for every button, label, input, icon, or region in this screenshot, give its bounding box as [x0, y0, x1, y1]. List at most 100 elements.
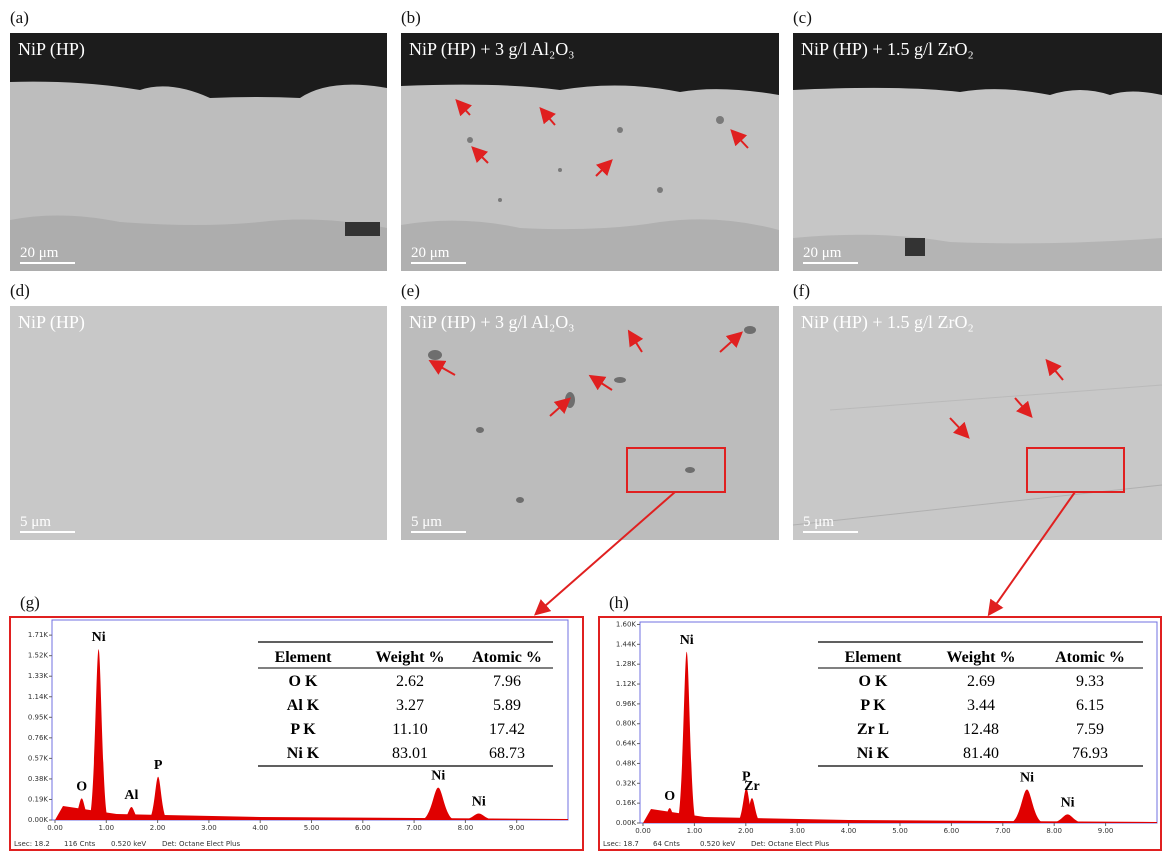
y-tick-label: 0.48K: [616, 759, 637, 767]
table-cell: O K: [859, 673, 888, 690]
peak-label: Ni: [680, 633, 694, 648]
table-cell: 12.48: [963, 721, 999, 738]
table-cell: 17.42: [489, 721, 525, 738]
status-text: 0.520 keV: [700, 840, 735, 848]
table-cell: Ni K: [857, 745, 890, 762]
table-cell: 6.15: [1076, 697, 1104, 714]
table-header: Weight %: [947, 649, 1016, 666]
scale-bar-label: 20 μm: [803, 245, 842, 261]
scale-bar-label: 5 μm: [20, 514, 51, 530]
peak-label: P: [154, 758, 163, 773]
status-text: Det: Octane Elect Plus: [162, 840, 240, 848]
x-tick-label: 6.00: [944, 827, 960, 835]
status-text: Lsec: 18.2: [14, 840, 50, 848]
table-cell: P K: [290, 721, 316, 738]
table-header: Weight %: [376, 649, 445, 666]
sem-image-b: [401, 33, 779, 271]
peak-label: Ni: [431, 769, 445, 784]
panel-caption: NiP (HP) + 1.5 g/l ZrO₂: [801, 39, 974, 60]
table-cell: Al K: [287, 697, 320, 714]
table-cell: 2.62: [396, 673, 424, 690]
table-cell: O K: [289, 673, 318, 690]
panel-caption: NiP (HP): [18, 312, 85, 333]
peak-label: O: [664, 789, 675, 804]
table-cell: 83.01: [392, 745, 428, 762]
table-header: Element: [275, 649, 333, 666]
y-tick-label: 1.12K: [616, 680, 637, 688]
y-tick-label: 1.71K: [28, 631, 49, 639]
table-cell: 76.93: [1072, 745, 1108, 762]
panel-caption: NiP (HP): [18, 39, 85, 60]
scale-bar-label: 20 μm: [411, 245, 450, 261]
sem-image-e: [401, 306, 779, 540]
table-cell: 2.69: [967, 673, 995, 690]
x-tick-label: 8.00: [458, 824, 474, 832]
peak-label: Ni: [1061, 795, 1075, 810]
x-tick-label: 1.00: [99, 824, 115, 832]
y-tick-label: 1.33K: [28, 672, 49, 680]
table-cell: Ni K: [287, 745, 320, 762]
scale-bar-label: 5 μm: [411, 514, 442, 530]
panel-label: (g): [20, 593, 40, 612]
panel-caption: NiP (HP) + 3 g/l Al₂O₃: [409, 312, 575, 333]
panel-label: (d): [10, 281, 30, 300]
table-cell: Zr L: [857, 721, 889, 738]
table-cell: 11.10: [392, 721, 427, 738]
x-tick-label: 5.00: [892, 827, 908, 835]
y-tick-label: 1.44K: [616, 640, 637, 648]
table-cell: 9.33: [1076, 673, 1104, 690]
x-tick-label: 4.00: [252, 824, 268, 832]
table-cell: 7.59: [1076, 721, 1104, 738]
status-text: Lsec: 18.7: [603, 840, 639, 848]
table-cell: 81.40: [963, 745, 999, 762]
x-tick-label: 4.00: [841, 827, 857, 835]
y-tick-label: 1.52K: [28, 652, 49, 660]
scale-bar-label: 5 μm: [803, 514, 834, 530]
y-tick-label: 0.64K: [616, 740, 637, 748]
peak-label: O: [76, 779, 87, 794]
peak-label: Ni: [1020, 771, 1034, 786]
panel-label: (h): [609, 593, 629, 612]
panel-label: (c): [793, 8, 812, 27]
y-tick-label: 1.14K: [28, 693, 49, 701]
y-tick-label: 0.76K: [28, 734, 49, 742]
table-cell: 3.27: [396, 697, 424, 714]
x-tick-label: 8.00: [1046, 827, 1062, 835]
panel-label: (b): [401, 8, 421, 27]
x-tick-label: 3.00: [201, 824, 217, 832]
table-cell: 7.96: [493, 673, 521, 690]
status-text: Det: Octane Elect Plus: [751, 840, 829, 848]
sem-image-f: [793, 306, 1162, 540]
y-tick-label: 0.16K: [616, 799, 637, 807]
panel-label: (a): [10, 8, 29, 27]
sem-image-d: [10, 306, 387, 540]
scale-bar-label: 20 μm: [20, 245, 59, 261]
status-text: 0.520 keV: [111, 840, 146, 848]
table-header: Atomic %: [472, 649, 542, 666]
sem-image-c: [793, 33, 1162, 271]
peak-label: Zr: [744, 779, 760, 794]
status-text: 64 Cnts: [653, 840, 680, 848]
peak-label: Al: [124, 788, 138, 803]
table-cell: 68.73: [489, 745, 525, 762]
y-tick-label: 0.57K: [28, 754, 49, 762]
table-header: Atomic %: [1055, 649, 1125, 666]
panel-caption: NiP (HP) + 1.5 g/l ZrO₂: [801, 312, 974, 333]
status-text: 116 Cnts: [64, 840, 96, 848]
sem-image-a: [10, 33, 387, 271]
table-header: Element: [845, 649, 903, 666]
y-tick-label: 0.00K: [28, 816, 49, 824]
y-tick-label: 0.38K: [28, 775, 49, 783]
table-cell: 5.89: [493, 697, 521, 714]
figure: (a) NiP (HP) 20 μm (b) NiP (HP) + 3 g/l Al₂O…: [0, 0, 1162, 853]
x-tick-label: 5.00: [304, 824, 320, 832]
x-tick-label: 0.00: [47, 824, 63, 832]
y-tick-label: 0.95K: [28, 713, 49, 721]
x-tick-label: 0.00: [635, 827, 651, 835]
x-tick-label: 7.00: [406, 824, 422, 832]
y-tick-label: 0.96K: [616, 700, 637, 708]
x-tick-label: 9.00: [1098, 827, 1114, 835]
x-tick-label: 7.00: [995, 827, 1011, 835]
panel-label: (f): [793, 281, 810, 300]
y-tick-label: 0.80K: [616, 720, 637, 728]
